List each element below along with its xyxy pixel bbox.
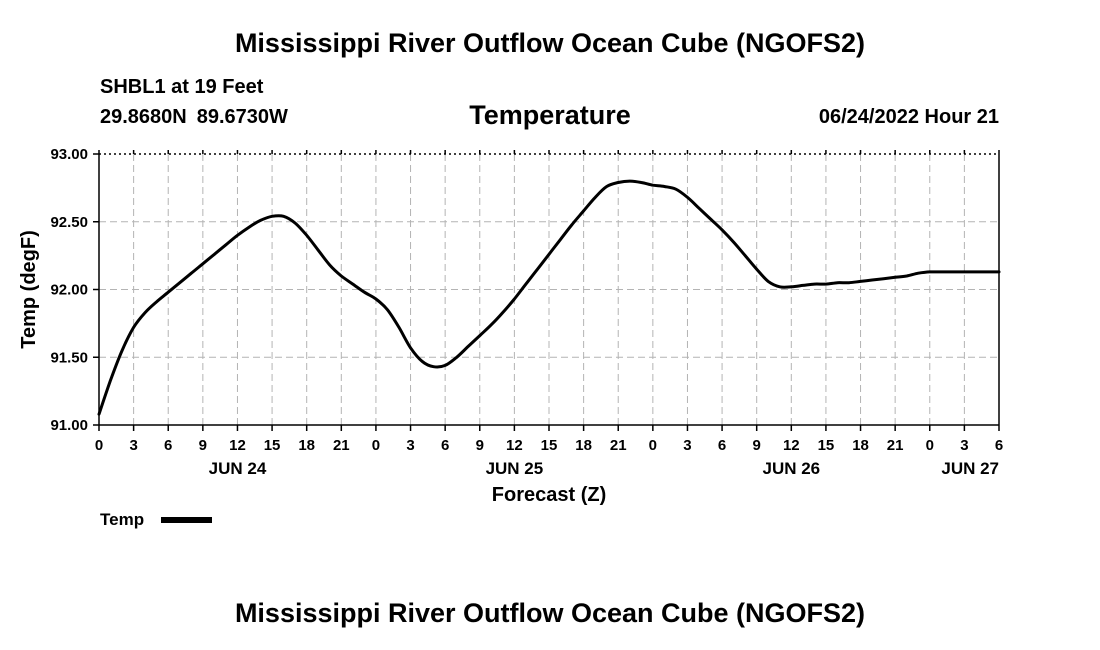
x-tick-label: 18 bbox=[575, 437, 592, 454]
station-coordinates: 29.8680N 89.6730W bbox=[100, 106, 288, 129]
x-tick-label: 21 bbox=[887, 437, 904, 454]
x-tick-label: 12 bbox=[229, 437, 246, 454]
y-tick-label: 91.50 bbox=[50, 349, 88, 366]
x-tick-label: 0 bbox=[649, 437, 657, 454]
x-tick-label: 3 bbox=[129, 437, 137, 454]
x-tick-label: 9 bbox=[753, 437, 761, 454]
x-axis-label: Forecast (Z) bbox=[492, 484, 606, 506]
longitude-value: 89.6730W bbox=[196, 106, 288, 128]
legend: Temp bbox=[100, 510, 212, 529]
day-label: JUN 24 bbox=[209, 459, 267, 478]
y-tick-label: 92.50 bbox=[50, 214, 88, 231]
x-tick-label: 3 bbox=[406, 437, 414, 454]
x-tick-label: 0 bbox=[926, 437, 934, 454]
x-tick-label: 3 bbox=[960, 437, 968, 454]
plot-title: Temperature bbox=[469, 100, 631, 130]
grid-lines bbox=[99, 154, 999, 425]
axis-labels: 0 3 6 9 12 15 18 21 0 3 6 9 12 15 18 21 0 3 6 9 12 15 18 21 0 3 6 9… bbox=[18, 146, 1003, 506]
day-label: JUN 27 bbox=[941, 459, 999, 478]
day-label: JUN 26 bbox=[762, 459, 820, 478]
legend-label: Temp bbox=[100, 510, 144, 529]
x-tick-label: 15 bbox=[818, 437, 835, 454]
x-tick-label: 6 bbox=[164, 437, 172, 454]
x-tick-label: 18 bbox=[298, 437, 315, 454]
x-tick-label: 0 bbox=[95, 437, 103, 454]
x-tick-label: 6 bbox=[441, 437, 449, 454]
x-tick-label: 0 bbox=[372, 437, 380, 454]
x-tick-label: 9 bbox=[199, 437, 207, 454]
latitude-value: 29.8680N bbox=[100, 106, 187, 128]
footer-title: Mississippi River Outflow Ocean Cube (NG… bbox=[234, 598, 866, 628]
y-tick-label: 93.00 bbox=[50, 146, 88, 163]
y-tick-label: 91.00 bbox=[50, 417, 88, 434]
x-tick-label: 18 bbox=[852, 437, 869, 454]
temp-series-line bbox=[97, 179, 1001, 416]
run-time: 06/24/2022 Hour 21 bbox=[818, 106, 999, 128]
x-tick-label: 6 bbox=[995, 437, 1003, 454]
x-tick-label: 12 bbox=[506, 437, 523, 454]
x-tick-label: 21 bbox=[610, 437, 627, 454]
x-tick-label: 15 bbox=[264, 437, 281, 454]
main-title: Mississippi River Outflow Ocean Cube (NG… bbox=[234, 28, 866, 58]
axis-ticks bbox=[93, 150, 1000, 431]
station-label: SHBL1 at 19 Feet bbox=[100, 76, 264, 98]
x-tick-label: 12 bbox=[783, 437, 800, 454]
x-tick-label: 15 bbox=[541, 437, 558, 454]
day-label: JUN 25 bbox=[486, 459, 544, 478]
x-tick-label: 21 bbox=[333, 437, 350, 454]
x-tick-label: 3 bbox=[683, 437, 691, 454]
x-tick-label: 6 bbox=[718, 437, 726, 454]
x-tick-label: 9 bbox=[476, 437, 484, 454]
y-tick-label: 92.00 bbox=[50, 282, 88, 299]
y-axis-label: Temp (degF) bbox=[18, 230, 40, 349]
series-lines bbox=[97, 179, 1001, 416]
